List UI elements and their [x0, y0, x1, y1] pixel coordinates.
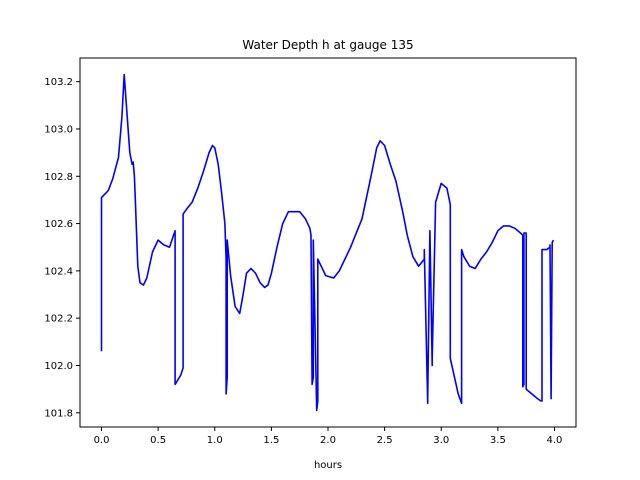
chart: Water Depth h at gauge 135 0.0 0.5 1.0 1.5 2…: [0, 0, 640, 480]
x-tick-label: 3.5: [490, 435, 506, 446]
y-tick-label: 103.2: [44, 77, 73, 88]
y-tick-label: 103.0: [44, 124, 73, 135]
x-tick-label: 2.0: [320, 435, 336, 446]
y-tick-label: 102.8: [44, 172, 73, 183]
figure-background: [0, 0, 640, 480]
x-tick-label: 0.0: [94, 435, 110, 446]
x-tick-label: 1.5: [263, 435, 279, 446]
x-tick-label: 2.5: [377, 435, 393, 446]
y-tick-label: 101.8: [44, 408, 73, 419]
x-axis-label: hours: [314, 460, 342, 471]
y-tick-label: 102.6: [44, 219, 73, 230]
x-tick-label: 3.0: [433, 435, 449, 446]
chart-title: Water Depth h at gauge 135: [242, 38, 413, 52]
x-tick-label: 1.0: [207, 435, 223, 446]
x-tick-label: 0.5: [150, 435, 166, 446]
y-tick-label: 102.0: [44, 361, 73, 372]
y-tick-label: 102.2: [44, 314, 73, 325]
y-tick-label: 102.4: [44, 266, 73, 277]
x-tick-label: 4.0: [547, 435, 563, 446]
